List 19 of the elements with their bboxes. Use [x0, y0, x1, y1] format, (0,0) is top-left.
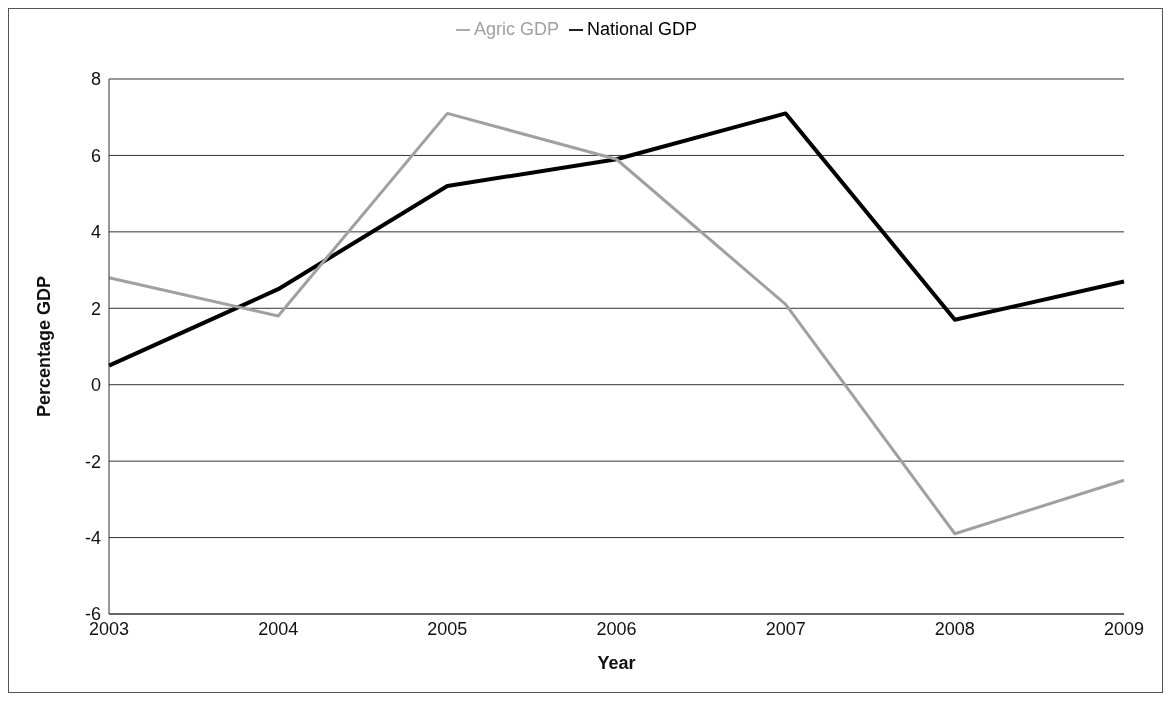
y-tick-label: 4 — [90, 222, 101, 243]
x-tick-label: 2004 — [258, 618, 299, 639]
y-tick-label: 8 — [90, 69, 101, 90]
y-tick-label: 0 — [90, 375, 101, 396]
line-series — [107, 111, 1126, 536]
y-tick-label: 6 — [90, 145, 101, 166]
x-axis-title: Year — [597, 653, 636, 673]
y-tick-label: -4 — [84, 527, 101, 548]
x-tick-label: 2008 — [934, 618, 975, 639]
x-tick-label: 2009 — [1103, 618, 1145, 639]
line-series — [107, 111, 1126, 368]
x-tick-label: 2005 — [427, 618, 468, 639]
y-axis-title: Percentage GDP — [34, 275, 55, 418]
y-tick-label: -2 — [84, 451, 101, 472]
x-tick-label: 2007 — [765, 618, 806, 639]
y-tick-label: 2 — [90, 298, 101, 319]
legend-label: National GDP — [586, 19, 698, 39]
x-tick-label: 2006 — [596, 618, 637, 639]
legend-label: Agric GDP — [473, 19, 559, 39]
